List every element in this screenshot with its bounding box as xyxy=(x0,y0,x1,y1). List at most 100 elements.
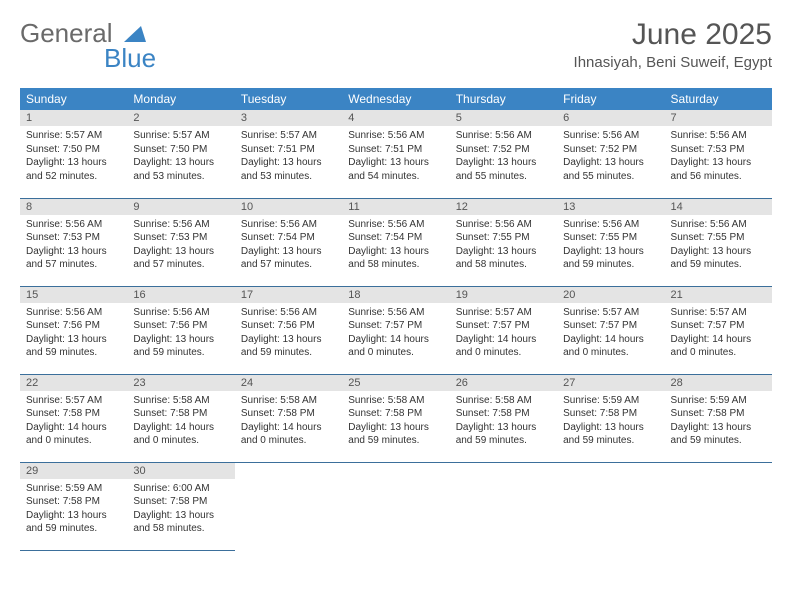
day-line-sr: Sunrise: 5:59 AM xyxy=(26,482,121,496)
day-line-d2: and 55 minutes. xyxy=(456,170,551,184)
day-line-d1: Daylight: 13 hours xyxy=(563,421,658,435)
day-body: Sunrise: 5:57 AMSunset: 7:57 PMDaylight:… xyxy=(450,303,557,364)
day-number: 24 xyxy=(235,375,342,391)
day-body: Sunrise: 5:56 AMSunset: 7:52 PMDaylight:… xyxy=(450,126,557,187)
day-line-sr: Sunrise: 5:56 AM xyxy=(671,218,766,232)
day-body: Sunrise: 5:58 AMSunset: 7:58 PMDaylight:… xyxy=(450,391,557,452)
day-number: 20 xyxy=(557,287,664,303)
day-line-sr: Sunrise: 5:58 AM xyxy=(348,394,443,408)
day-line-d1: Daylight: 13 hours xyxy=(563,245,658,259)
day-line-sr: Sunrise: 5:59 AM xyxy=(563,394,658,408)
calendar-week-row: 29Sunrise: 5:59 AMSunset: 7:58 PMDayligh… xyxy=(20,462,772,550)
weekday-header: Wednesday xyxy=(342,88,449,110)
day-number: 27 xyxy=(557,375,664,391)
day-line-d1: Daylight: 13 hours xyxy=(241,156,336,170)
calendar-day-cell: 7Sunrise: 5:56 AMSunset: 7:53 PMDaylight… xyxy=(665,110,772,198)
day-line-d1: Daylight: 13 hours xyxy=(348,245,443,259)
day-line-d2: and 0 minutes. xyxy=(133,434,228,448)
day-body: Sunrise: 5:56 AMSunset: 7:52 PMDaylight:… xyxy=(557,126,664,187)
calendar-day-cell: 16Sunrise: 5:56 AMSunset: 7:56 PMDayligh… xyxy=(127,286,234,374)
title-block: June 2025 Ihnasiyah, Beni Suweif, Egypt xyxy=(574,18,772,71)
day-line-ss: Sunset: 7:58 PM xyxy=(348,407,443,421)
day-body: Sunrise: 5:57 AMSunset: 7:50 PMDaylight:… xyxy=(20,126,127,187)
day-line-sr: Sunrise: 5:56 AM xyxy=(133,306,228,320)
day-line-sr: Sunrise: 5:57 AM xyxy=(563,306,658,320)
day-number: 5 xyxy=(450,110,557,126)
day-body: Sunrise: 6:00 AMSunset: 7:58 PMDaylight:… xyxy=(127,479,234,540)
day-number: 23 xyxy=(127,375,234,391)
day-number: 13 xyxy=(557,199,664,215)
day-line-d2: and 53 minutes. xyxy=(241,170,336,184)
calendar-day-cell: 29Sunrise: 5:59 AMSunset: 7:58 PMDayligh… xyxy=(20,462,127,550)
day-line-ss: Sunset: 7:57 PM xyxy=(348,319,443,333)
day-number: 10 xyxy=(235,199,342,215)
calendar-day-cell: 17Sunrise: 5:56 AMSunset: 7:56 PMDayligh… xyxy=(235,286,342,374)
day-line-d2: and 59 minutes. xyxy=(563,434,658,448)
location: Ihnasiyah, Beni Suweif, Egypt xyxy=(574,54,772,71)
day-line-ss: Sunset: 7:55 PM xyxy=(671,231,766,245)
brand-logo: General Blue xyxy=(20,18,156,74)
day-line-sr: Sunrise: 5:57 AM xyxy=(241,129,336,143)
day-line-sr: Sunrise: 5:56 AM xyxy=(26,218,121,232)
day-line-ss: Sunset: 7:58 PM xyxy=(133,495,228,509)
day-body: Sunrise: 5:56 AMSunset: 7:51 PMDaylight:… xyxy=(342,126,449,187)
day-line-ss: Sunset: 7:54 PM xyxy=(348,231,443,245)
day-line-d2: and 0 minutes. xyxy=(241,434,336,448)
day-line-d1: Daylight: 13 hours xyxy=(348,156,443,170)
day-number: 4 xyxy=(342,110,449,126)
day-line-sr: Sunrise: 5:58 AM xyxy=(456,394,551,408)
day-line-ss: Sunset: 7:56 PM xyxy=(241,319,336,333)
day-line-d1: Daylight: 14 hours xyxy=(456,333,551,347)
day-line-sr: Sunrise: 5:56 AM xyxy=(671,129,766,143)
day-line-ss: Sunset: 7:50 PM xyxy=(26,143,121,157)
day-line-d2: and 53 minutes. xyxy=(133,170,228,184)
day-line-ss: Sunset: 7:58 PM xyxy=(671,407,766,421)
day-line-ss: Sunset: 7:53 PM xyxy=(26,231,121,245)
day-line-sr: Sunrise: 5:56 AM xyxy=(26,306,121,320)
day-line-sr: Sunrise: 6:00 AM xyxy=(133,482,228,496)
day-line-d2: and 59 minutes. xyxy=(348,434,443,448)
calendar-day-cell: 13Sunrise: 5:56 AMSunset: 7:55 PMDayligh… xyxy=(557,198,664,286)
day-line-d1: Daylight: 13 hours xyxy=(348,421,443,435)
day-line-d1: Daylight: 14 hours xyxy=(133,421,228,435)
day-body: Sunrise: 5:58 AMSunset: 7:58 PMDaylight:… xyxy=(342,391,449,452)
day-body: Sunrise: 5:56 AMSunset: 7:56 PMDaylight:… xyxy=(127,303,234,364)
calendar-day-cell: 26Sunrise: 5:58 AMSunset: 7:58 PMDayligh… xyxy=(450,374,557,462)
calendar-day-cell: 28Sunrise: 5:59 AMSunset: 7:58 PMDayligh… xyxy=(665,374,772,462)
weekday-header: Friday xyxy=(557,88,664,110)
day-line-sr: Sunrise: 5:56 AM xyxy=(456,129,551,143)
day-number: 15 xyxy=(20,287,127,303)
calendar-week-row: 22Sunrise: 5:57 AMSunset: 7:58 PMDayligh… xyxy=(20,374,772,462)
day-line-d1: Daylight: 13 hours xyxy=(133,245,228,259)
day-line-ss: Sunset: 7:54 PM xyxy=(241,231,336,245)
calendar-day-cell: 2Sunrise: 5:57 AMSunset: 7:50 PMDaylight… xyxy=(127,110,234,198)
calendar-day-cell xyxy=(450,462,557,550)
day-line-ss: Sunset: 7:53 PM xyxy=(133,231,228,245)
day-line-d1: Daylight: 14 hours xyxy=(563,333,658,347)
calendar-day-cell: 6Sunrise: 5:56 AMSunset: 7:52 PMDaylight… xyxy=(557,110,664,198)
weekday-header: Monday xyxy=(127,88,234,110)
day-line-ss: Sunset: 7:57 PM xyxy=(671,319,766,333)
day-line-d2: and 57 minutes. xyxy=(241,258,336,272)
day-body: Sunrise: 5:56 AMSunset: 7:54 PMDaylight:… xyxy=(235,215,342,276)
calendar-day-cell: 8Sunrise: 5:56 AMSunset: 7:53 PMDaylight… xyxy=(20,198,127,286)
day-line-ss: Sunset: 7:56 PM xyxy=(133,319,228,333)
day-number: 29 xyxy=(20,463,127,479)
day-line-ss: Sunset: 7:58 PM xyxy=(26,407,121,421)
day-line-ss: Sunset: 7:51 PM xyxy=(241,143,336,157)
day-line-sr: Sunrise: 5:57 AM xyxy=(133,129,228,143)
brand-word1: General xyxy=(20,18,113,48)
day-line-d2: and 59 minutes. xyxy=(456,434,551,448)
day-line-ss: Sunset: 7:58 PM xyxy=(26,495,121,509)
day-line-d1: Daylight: 14 hours xyxy=(348,333,443,347)
day-body: Sunrise: 5:59 AMSunset: 7:58 PMDaylight:… xyxy=(20,479,127,540)
day-line-sr: Sunrise: 5:56 AM xyxy=(133,218,228,232)
day-line-d1: Daylight: 13 hours xyxy=(26,333,121,347)
calendar-day-cell: 9Sunrise: 5:56 AMSunset: 7:53 PMDaylight… xyxy=(127,198,234,286)
day-line-d2: and 0 minutes. xyxy=(456,346,551,360)
calendar-day-cell: 1Sunrise: 5:57 AMSunset: 7:50 PMDaylight… xyxy=(20,110,127,198)
day-line-d2: and 59 minutes. xyxy=(26,346,121,360)
calendar-day-cell: 19Sunrise: 5:57 AMSunset: 7:57 PMDayligh… xyxy=(450,286,557,374)
day-line-d2: and 56 minutes. xyxy=(671,170,766,184)
day-line-sr: Sunrise: 5:57 AM xyxy=(456,306,551,320)
